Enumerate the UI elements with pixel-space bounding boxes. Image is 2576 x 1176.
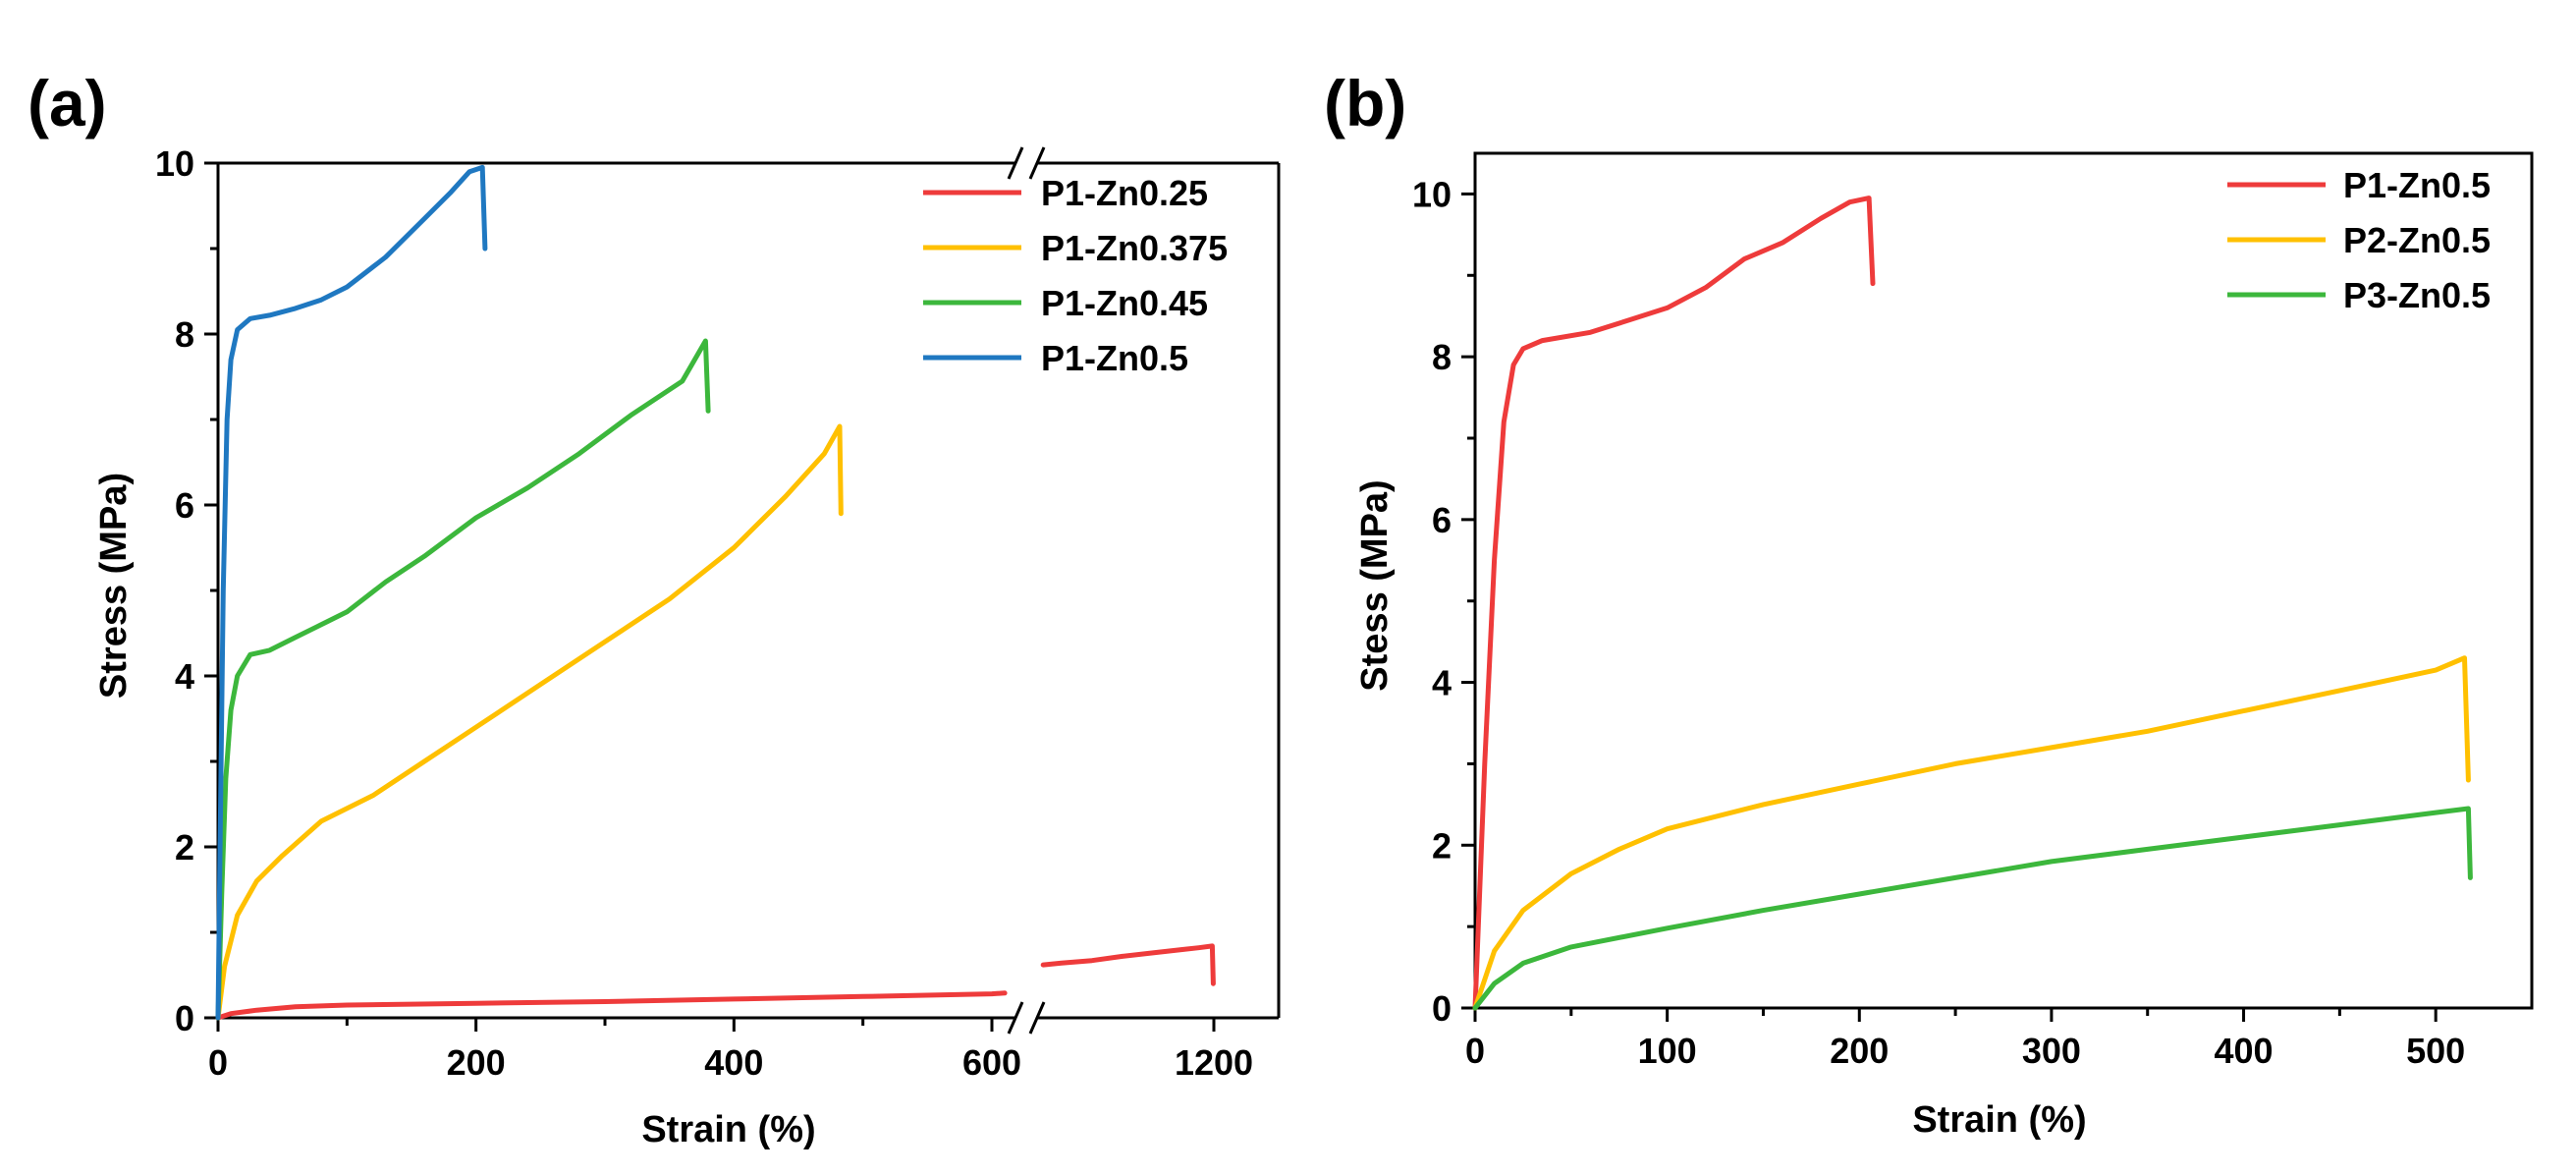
- panel-a-series-P1-Zn0.25: [215, 990, 1008, 1021]
- panel-a-axis-break-mark: [1028, 1001, 1046, 1035]
- panel-b-y-tick-label: 0: [1432, 988, 1452, 1029]
- panel-a-series-P1-Zn0.5: [215, 164, 488, 1021]
- panel-b-y-tick-label: 2: [1432, 825, 1452, 866]
- panel-a-x-tick-label: 400: [704, 1042, 763, 1083]
- panel-b-x-tick-label: 200: [1830, 1031, 1889, 1071]
- panel-b-x-tick-label: 100: [1638, 1031, 1697, 1071]
- panel-b-x-tick-label: 300: [2022, 1031, 2081, 1071]
- panel-b-y-tick-label: 4: [1432, 663, 1452, 703]
- panel-b-y-tick-label: 10: [1412, 174, 1452, 214]
- panel-a-x-tick-label: 600: [962, 1042, 1021, 1083]
- panel-a-label: (a): [27, 67, 107, 140]
- panel-a-legend-label: P1-Zn0.25: [1041, 173, 1208, 213]
- panel-a-legend-label: P1-Zn0.375: [1041, 228, 1228, 268]
- panel-b-x-tick-label: 400: [2215, 1031, 2274, 1071]
- panel-a-legend-label: P1-Zn0.5: [1041, 338, 1188, 378]
- panel-a-axis-break-mark: [1028, 146, 1046, 180]
- panel-b-x-tick-label: 0: [1465, 1031, 1485, 1071]
- panel-a-series-P1-Zn0.45: [215, 338, 711, 1021]
- panel-b-legend-label: P3-Zn0.5: [2343, 275, 2491, 315]
- panel-b-legend-label: P1-Zn0.5: [2343, 165, 2491, 205]
- panel-a-x-axis-title: Strain (%): [641, 1109, 815, 1150]
- panel-b-axes: 0 100 200 300 400 500 0 2 4 6 8 10: [1412, 151, 2534, 1071]
- panel-a-series-group: [215, 164, 1216, 1021]
- panel-b-plot-frame: [1473, 151, 2534, 1010]
- panel-b-series-P1-Zn0.5: [1472, 196, 1876, 1011]
- panel-a-y-tick-label: 4: [175, 656, 194, 697]
- panel-b-legend-label: P2-Zn0.5: [2343, 220, 2491, 260]
- panel-b-legend: P1-Zn0.5 P2-Zn0.5 P3-Zn0.5: [2227, 165, 2491, 315]
- panel-b-y-tick-label: 6: [1432, 500, 1452, 540]
- panel-b-series-P3-Zn0.5: [1472, 806, 2473, 1011]
- panel-b-series-P2-Zn0.5: [1472, 655, 2471, 1011]
- panel-a-series-P1-Zn0.25-after-break: [1040, 943, 1216, 986]
- panel-a-y-tick-label: 10: [155, 143, 194, 184]
- panel-a-x-tick-label: 200: [447, 1042, 506, 1083]
- panel-a-y-tick-label: 0: [175, 998, 194, 1038]
- panel-a-y-tick-label: 2: [175, 827, 194, 868]
- panel-a-y-tick-label: 8: [175, 314, 194, 355]
- panel-a-y-axis-title: Stress (MPa): [93, 473, 135, 699]
- panel-b-label: (b): [1324, 67, 1406, 140]
- panel-a-legend-label: P1-Zn0.45: [1041, 283, 1208, 323]
- panel-b-x-axis-title: Strain (%): [1912, 1099, 2086, 1141]
- panel-a-x-tick-label: 0: [208, 1042, 228, 1083]
- panel-b-x-tick-label: 500: [2406, 1031, 2465, 1071]
- panel-a-series-P1-Zn0.375: [215, 423, 844, 1021]
- panel-a-axes: 0 200 400 600 1200 0 2 4 6 8 10: [155, 143, 1281, 1083]
- panel-b-y-tick-label: 8: [1432, 337, 1452, 377]
- panel-a-axis-break-mark: [1007, 1001, 1024, 1035]
- panel-b: (b) 0 100 200 300 400 500 0 2 4 6 8 10 P1-Zn0.5 P2-Z…: [1324, 67, 2534, 1141]
- panel-a-legend: P1-Zn0.25 P1-Zn0.375 P1-Zn0.45 P1-Zn0.5: [923, 173, 1228, 378]
- panel-a-axis-break-mark: [1007, 146, 1024, 180]
- panel-b-y-axis-title: Stess (MPa): [1354, 479, 1396, 691]
- panel-a-x-tick-label: 1200: [1175, 1042, 1253, 1083]
- panel-a-y-tick-label: 6: [175, 485, 194, 526]
- panel-b-series-group: [1472, 196, 2473, 1011]
